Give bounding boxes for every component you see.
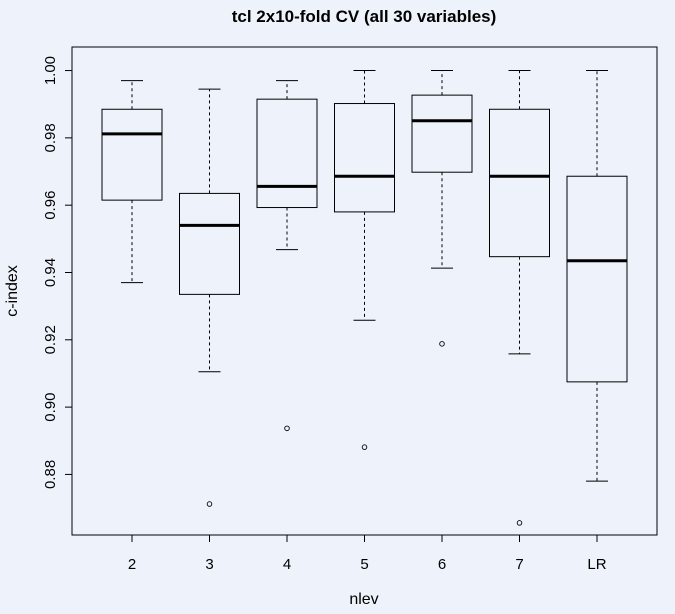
box-iqr: [489, 108, 550, 258]
box-group-3: [179, 88, 240, 507]
outlier-point: [284, 425, 290, 432]
y-axis-label: c-index: [4, 265, 21, 317]
box-group-7: [489, 70, 550, 526]
y-axis: 0.88 0.90 0.92 0.94 0.96 0.98 1.00: [42, 56, 72, 489]
box-group-2: [101, 80, 163, 284]
box-series: [101, 70, 628, 526]
box-group-6: [411, 70, 473, 347]
y-tick-label: 1.00: [42, 56, 59, 85]
x-tick-label: 6: [438, 556, 446, 573]
chart-title: tcl 2x10-fold CV (all 30 variables): [232, 7, 497, 26]
outlier-point: [516, 520, 523, 526]
x-tick-label: 4: [283, 556, 291, 573]
x-axis: 2 3 4 5 6 7 LR: [128, 535, 607, 573]
x-tick-label: 5: [360, 556, 368, 573]
y-tick-label: 0.98: [42, 123, 59, 152]
box-iqr: [566, 175, 628, 383]
box-group-5: [334, 70, 395, 450]
y-tick-label: 0.90: [42, 393, 59, 422]
x-tick-label: 2: [128, 556, 136, 573]
outlier-point: [206, 501, 213, 507]
box-iqr: [101, 108, 163, 201]
y-tick-label: 0.92: [42, 325, 59, 354]
outlier-point: [439, 341, 445, 347]
x-tick-label: 7: [515, 556, 523, 573]
x-tick-label: LR: [587, 556, 606, 573]
x-axis-label: nlev: [349, 591, 378, 608]
x-tick-label: 3: [205, 556, 213, 573]
box-iqr: [334, 103, 395, 213]
box-iqr: [179, 192, 240, 295]
box-group-LR: [566, 70, 628, 482]
box-iqr: [411, 94, 473, 173]
outlier-point: [361, 444, 368, 450]
y-tick-label: 0.88: [42, 460, 59, 489]
y-tick-label: 0.94: [42, 258, 59, 287]
y-tick-label: 0.96: [42, 191, 59, 220]
box-iqr: [256, 98, 318, 209]
box-group-4: [256, 80, 318, 432]
